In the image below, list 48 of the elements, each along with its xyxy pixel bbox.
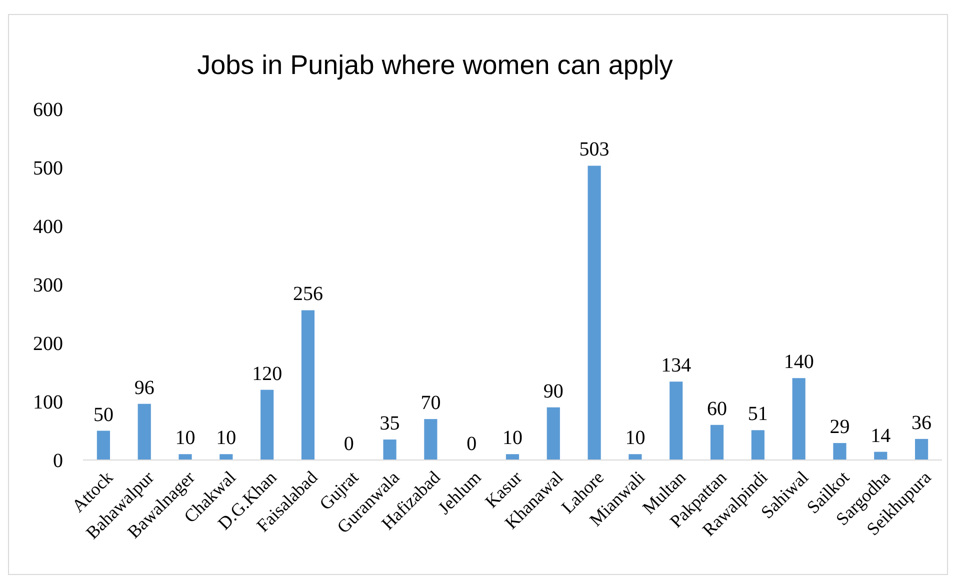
y-tick-label: 500 xyxy=(33,158,63,180)
data-label: 256 xyxy=(292,283,323,306)
bar xyxy=(424,419,438,460)
data-label: 14 xyxy=(870,424,891,447)
bar xyxy=(301,310,315,460)
bar xyxy=(546,407,560,460)
bar xyxy=(96,430,110,460)
bar xyxy=(506,454,520,460)
data-label: 35 xyxy=(380,412,400,435)
bar xyxy=(588,166,601,460)
bar xyxy=(220,454,233,460)
bar xyxy=(710,424,724,460)
data-label: 10 xyxy=(625,427,646,450)
chart-title: Jobs in Punjab where women can apply xyxy=(197,50,674,80)
bar xyxy=(628,454,642,460)
bar xyxy=(792,378,806,460)
data-label: 36 xyxy=(912,412,932,434)
y-tick-label: 0 xyxy=(53,450,63,472)
data-label: 60 xyxy=(707,398,728,420)
bar xyxy=(751,430,764,460)
data-label: 0 xyxy=(344,433,354,455)
data-label: 134 xyxy=(661,354,692,377)
bar xyxy=(178,454,192,460)
y-tick-label: 600 xyxy=(33,99,63,121)
bar xyxy=(260,390,274,460)
data-label: 10 xyxy=(502,427,522,450)
data-label: 29 xyxy=(830,416,850,438)
data-label: 503 xyxy=(579,138,610,161)
data-label: 140 xyxy=(784,351,814,374)
y-tick-label: 100 xyxy=(33,392,63,414)
data-label: 10 xyxy=(216,427,236,450)
bar xyxy=(138,404,151,460)
bar xyxy=(874,452,888,460)
data-label: 50 xyxy=(93,404,114,426)
y-tick-label: 300 xyxy=(33,274,63,296)
data-label: 90 xyxy=(543,380,564,402)
bar xyxy=(915,438,928,460)
data-label: 96 xyxy=(134,376,154,399)
data-label: 51 xyxy=(748,403,768,426)
data-label: 120 xyxy=(252,362,282,385)
data-label: 70 xyxy=(420,392,441,414)
bar xyxy=(833,443,846,460)
data-label: 10 xyxy=(175,427,196,450)
data-label: 0 xyxy=(466,433,477,455)
y-tick-label: 400 xyxy=(33,216,63,238)
bar xyxy=(383,440,396,460)
bar xyxy=(670,382,683,460)
y-tick-label: 200 xyxy=(33,333,63,355)
